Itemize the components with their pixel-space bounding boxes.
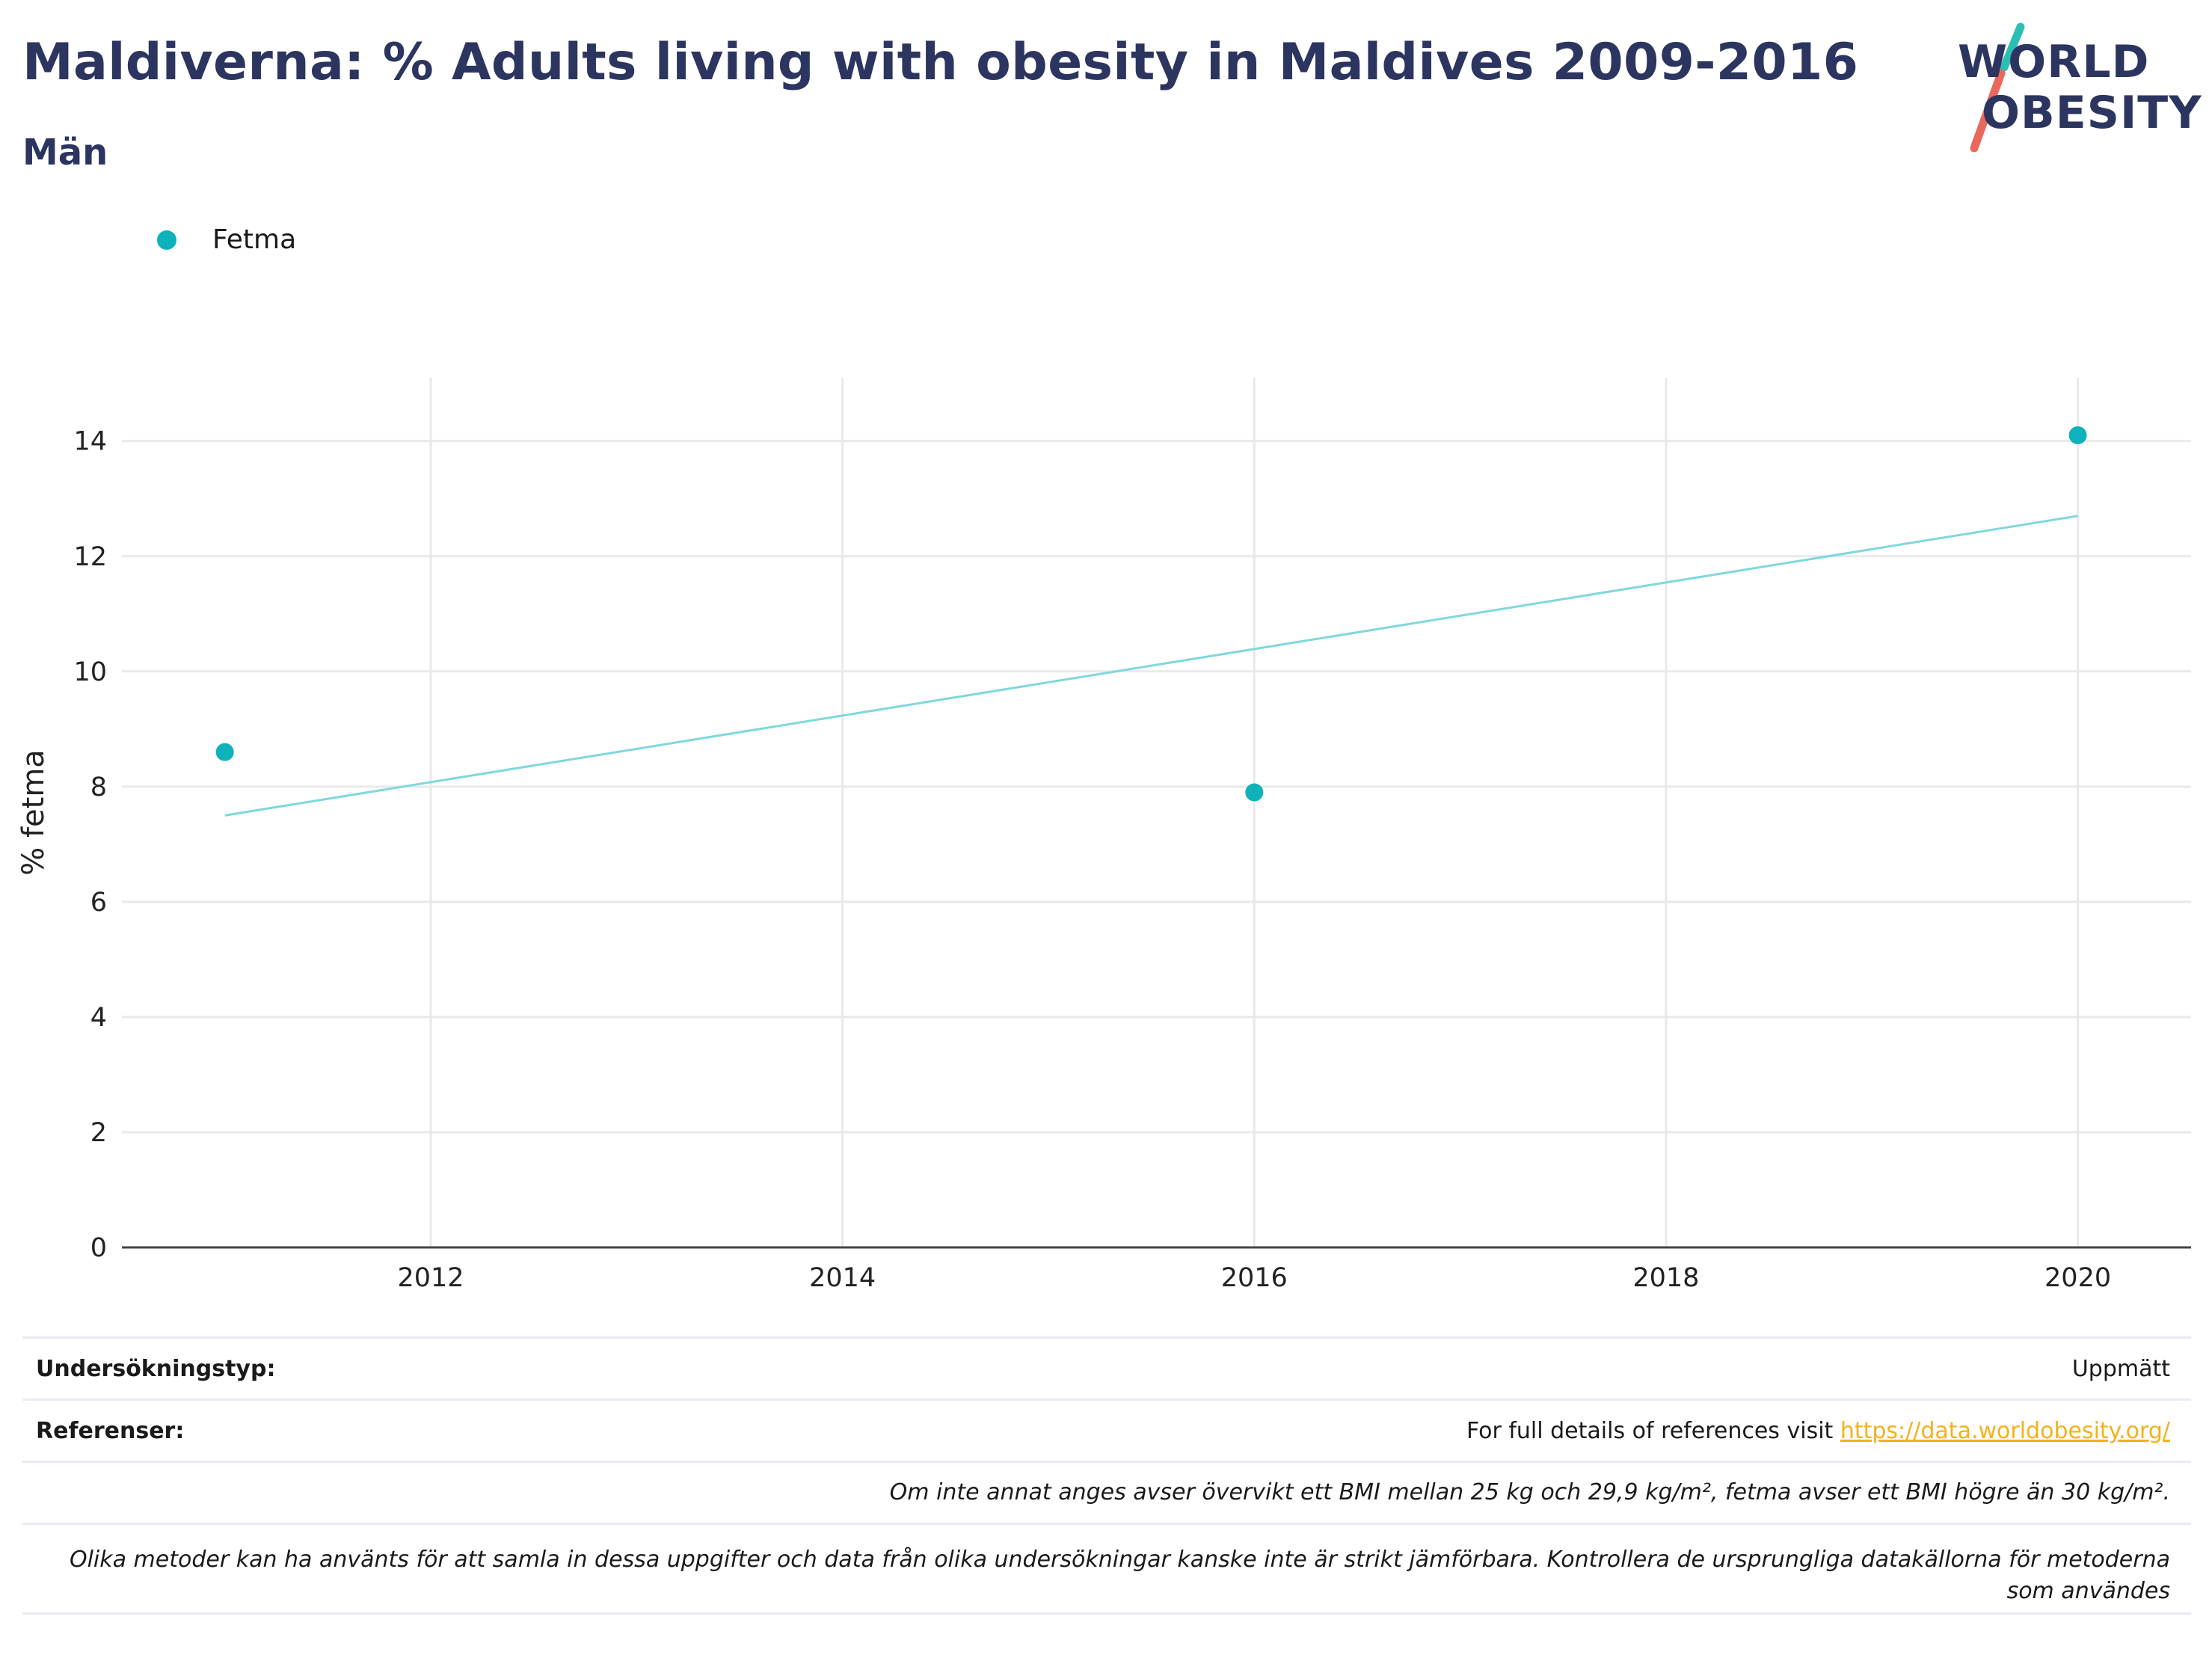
y-tick-label: 0 (90, 1233, 107, 1263)
x-tick-label: 2018 (1632, 1263, 1699, 1293)
y-tick-label: 10 (73, 657, 107, 687)
survey-type-value: Uppmätt (2071, 1355, 2170, 1382)
logo-text-world: WORLD (1958, 36, 2150, 88)
x-axis-ticks: 2012 2014 2016 2018 2020 (397, 1263, 2111, 1293)
references-row: Referenser: For full details of referenc… (22, 1398, 2191, 1461)
legend[interactable]: Fetma (157, 224, 296, 255)
y-tick-label: 2 (90, 1118, 107, 1148)
x-tick-label: 2012 (397, 1263, 464, 1293)
y-axis-title: % fetma (16, 749, 51, 876)
world-obesity-logo: WORLD OBESITY (1952, 21, 2202, 156)
y-tick-label: 8 (90, 773, 107, 802)
y-tick-label: 12 (73, 542, 107, 572)
bmi-note-row: Om inte annat anges avser övervikt ett B… (22, 1461, 2191, 1523)
methods-note-row: Olika metoder kan ha använts för att sam… (22, 1523, 2191, 1615)
legend-label: Fetma (212, 224, 297, 255)
x-tick-label: 2014 (809, 1263, 876, 1293)
data-point (2068, 426, 2087, 445)
logo-text-obesity: OBESITY (1982, 87, 2202, 139)
footer-table: Undersökningstyp: Uppmätt Referenser: Fo… (22, 1336, 2191, 1615)
logo-slash-icon (1970, 22, 2025, 153)
references-text: For full details of references visit (1466, 1417, 1840, 1444)
data-points (215, 426, 2087, 802)
data-point (215, 743, 234, 761)
y-tick-label: 4 (90, 1003, 107, 1033)
y-tick-label: 14 (73, 427, 107, 457)
obesity-chart: 0 2 4 6 8 10 12 14 2012 2014 2016 2018 2020 % fetma (16, 378, 2191, 1293)
y-axis-ticks: 0 2 4 6 8 10 12 14 (73, 427, 107, 1263)
data-point (1245, 783, 1264, 802)
chart-subtitle: Män (22, 132, 108, 174)
references-link[interactable]: https://data.worldobesity.org/ (1840, 1417, 2170, 1444)
y-tick-label: 6 (90, 888, 107, 918)
survey-type-row: Undersökningstyp: Uppmätt (22, 1336, 2191, 1398)
chart-grid (122, 378, 2191, 1247)
chart-title: Maldiverna: % Adults living with obesity… (22, 33, 1859, 92)
bmi-note: Om inte annat anges avser övervikt ett B… (889, 1479, 2170, 1505)
trend-line (224, 515, 2078, 817)
x-tick-label: 2016 (1221, 1263, 1288, 1293)
methods-note: Olika metoder kan ha använts för att sam… (69, 1547, 2170, 1604)
legend-marker (157, 230, 176, 250)
references-value: For full details of references visit htt… (1466, 1418, 2170, 1444)
survey-type-label: Undersökningstyp: (36, 1355, 276, 1382)
x-tick-label: 2020 (2044, 1263, 2111, 1293)
references-label: Referenser: (36, 1417, 185, 1444)
